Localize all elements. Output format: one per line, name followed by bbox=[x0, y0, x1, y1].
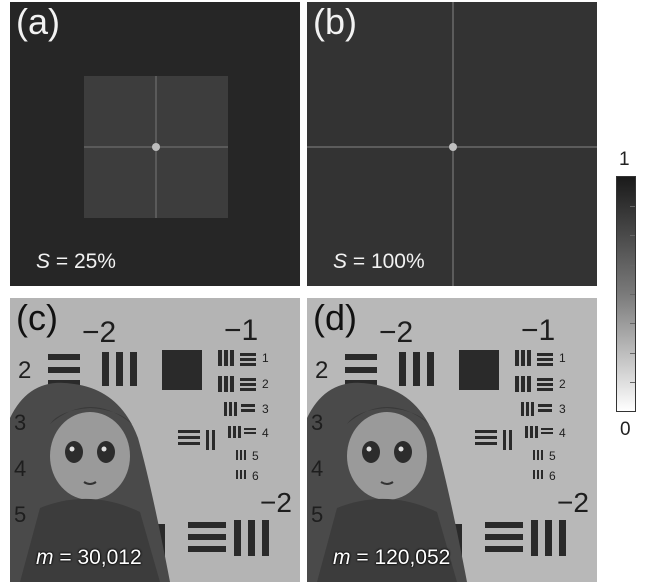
fourier-spectrum-100 bbox=[307, 2, 597, 286]
group-label-bottom: −2 bbox=[260, 487, 292, 518]
svg-text:5: 5 bbox=[549, 449, 556, 463]
svg-text:−1: −1 bbox=[521, 314, 555, 347]
svg-text:1: 1 bbox=[262, 351, 269, 365]
panel-a: (a) S = 25% bbox=[10, 2, 300, 286]
reconstructed-image-d bbox=[307, 298, 597, 582]
panel-c: −2 −1 2 1 2 3 4 5 6 3 4 5 −2 (c) m = 30,… bbox=[10, 298, 300, 582]
measurements-d: m = 120,052 bbox=[333, 546, 451, 569]
panel-label-c: (c) bbox=[16, 298, 58, 338]
svg-text:4: 4 bbox=[262, 426, 269, 440]
measurements-c: m = 30,012 bbox=[36, 546, 142, 569]
panel-label-b: (b) bbox=[313, 2, 357, 42]
element-label-2: 2 bbox=[18, 357, 31, 384]
svg-text:2: 2 bbox=[559, 377, 566, 391]
svg-text:1: 1 bbox=[559, 351, 566, 365]
svg-text:3: 3 bbox=[559, 402, 566, 416]
svg-text:6: 6 bbox=[549, 469, 556, 483]
target-labels-d: −2 −1 2 1 2 3 4 5 6 3 4 5 −2 bbox=[311, 314, 589, 527]
svg-text:4: 4 bbox=[311, 456, 323, 481]
svg-text:4: 4 bbox=[559, 426, 566, 440]
reconstructed-image-c bbox=[10, 298, 300, 582]
group-label-minus2: −2 bbox=[82, 316, 116, 349]
colorbar-min-label: 0 bbox=[620, 419, 631, 440]
svg-text:2: 2 bbox=[262, 377, 269, 391]
svg-text:5: 5 bbox=[311, 502, 323, 527]
svg-text:−2: −2 bbox=[557, 487, 589, 518]
svg-text:3: 3 bbox=[311, 410, 323, 435]
panel-b: (b) S = 100% bbox=[307, 2, 597, 286]
colorbar-max-label: 1 bbox=[619, 149, 630, 170]
svg-text:4: 4 bbox=[14, 456, 26, 481]
panel-label-d: (d) bbox=[313, 298, 357, 338]
svg-text:−2: −2 bbox=[379, 316, 413, 349]
svg-text:5: 5 bbox=[14, 502, 26, 527]
doll-figure bbox=[307, 382, 467, 582]
colorbar bbox=[616, 176, 636, 412]
svg-text:2: 2 bbox=[315, 357, 328, 384]
sampling-ratio-a: S = 25% bbox=[36, 250, 116, 273]
fourier-spectrum-25 bbox=[10, 2, 300, 286]
svg-text:3: 3 bbox=[262, 402, 269, 416]
panel-d: −2 −1 2 1 2 3 4 5 6 3 4 5 −2 (d) m = 120… bbox=[307, 298, 597, 582]
svg-text:3: 3 bbox=[14, 410, 26, 435]
svg-text:5: 5 bbox=[252, 449, 259, 463]
panel-label-a: (a) bbox=[16, 2, 60, 42]
doll-figure bbox=[10, 382, 170, 582]
group-label-minus1: −1 bbox=[224, 314, 258, 347]
svg-text:6: 6 bbox=[252, 469, 259, 483]
target-labels-c: −2 −1 2 1 2 3 4 5 6 3 4 5 −2 bbox=[14, 314, 292, 527]
sampling-ratio-b: S = 100% bbox=[333, 250, 425, 273]
